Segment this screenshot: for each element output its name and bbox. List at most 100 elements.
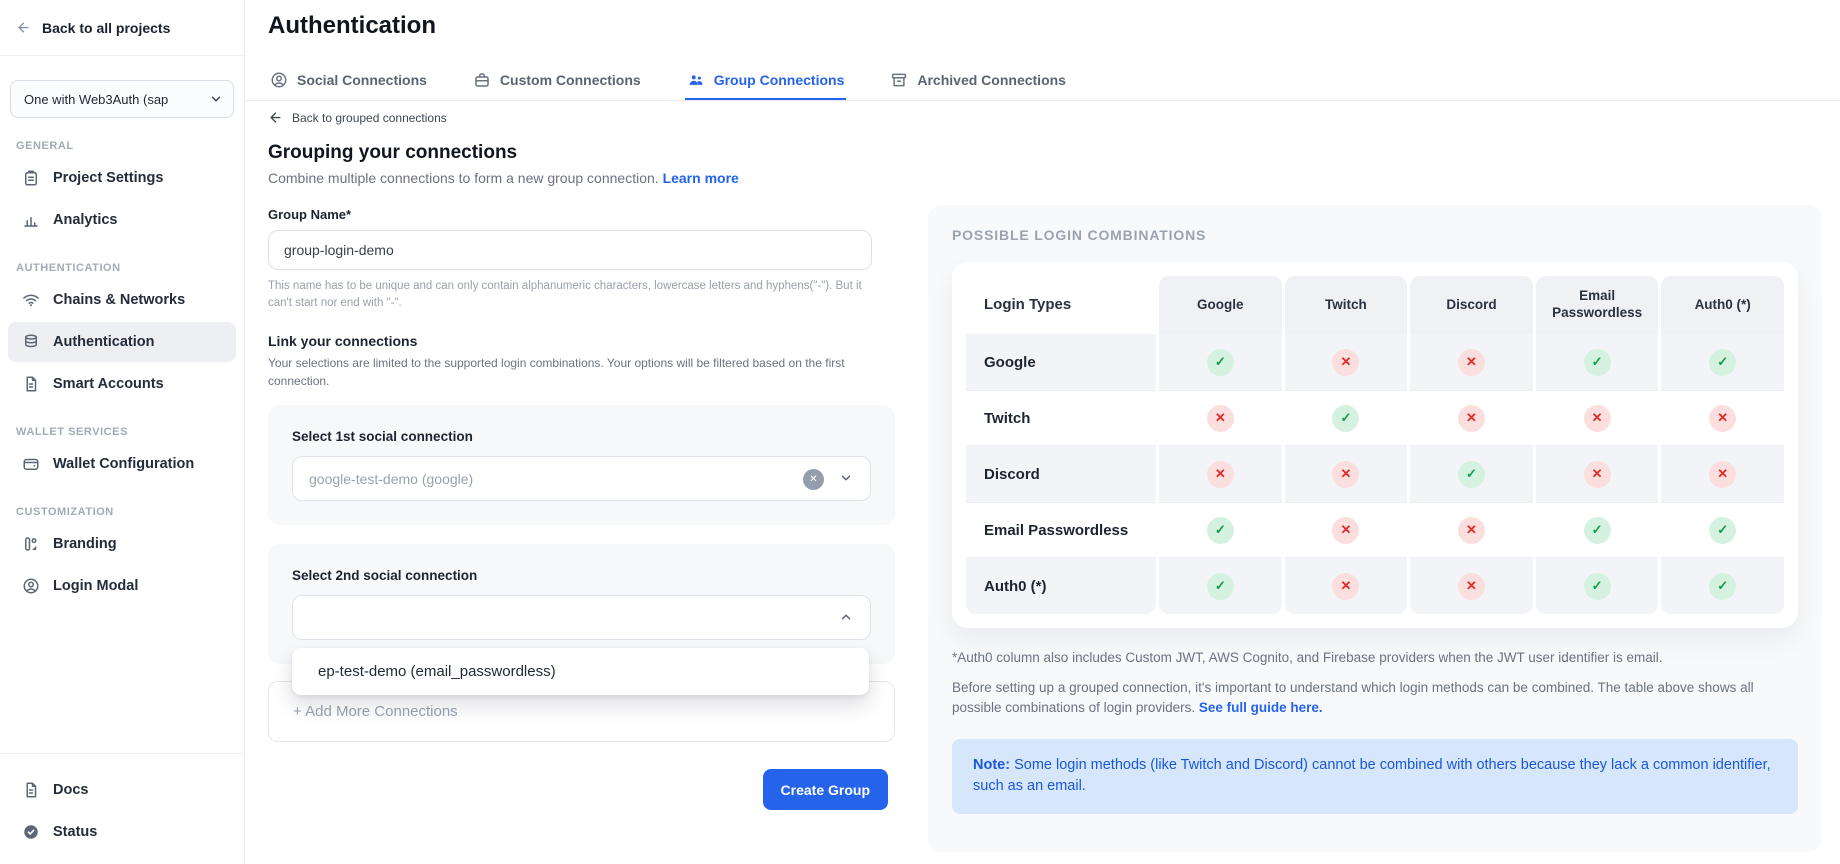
table-cell: ✕ — [1661, 446, 1784, 502]
sidebar-item-label: Login Modal — [53, 578, 139, 594]
group-name-input[interactable]: group-login-demo — [268, 230, 872, 270]
check-badge-icon: ✓ — [1457, 460, 1485, 488]
database-icon — [22, 333, 40, 351]
note-text: Some login methods (like Twitch and Disc… — [973, 756, 1771, 795]
file-icon — [22, 375, 40, 393]
cross-badge-icon: ✕ — [1709, 460, 1737, 488]
table-cell: ✓ — [1661, 558, 1784, 614]
clear-selection-button[interactable]: ✕ — [803, 469, 824, 491]
select-1st-label: Select 1st social connection — [292, 429, 473, 445]
tab-label: Social Connections — [297, 72, 427, 88]
check-badge-icon: ✓ — [1709, 348, 1737, 376]
tab-custom-connections[interactable]: Custom Connections — [471, 60, 643, 100]
table-row-label: Email Passwordless — [966, 502, 1156, 558]
select-2nd-label: Select 2nd social connection — [292, 568, 478, 584]
tab-archived-connections[interactable]: Archived Connections — [888, 60, 1068, 100]
sidebar-item-docs[interactable]: Docs — [8, 770, 236, 810]
clipboard-icon — [22, 169, 40, 187]
table-cell: ✕ — [1284, 446, 1408, 502]
cross-badge-icon: ✕ — [1457, 516, 1485, 544]
form-actions: Create Group — [268, 769, 895, 811]
table-column-header: Email Passwordless — [1535, 276, 1659, 334]
learn-more-link[interactable]: Learn more — [662, 170, 739, 186]
sidebar-item-analytics[interactable]: Analytics — [8, 200, 236, 240]
group-name-helper: This name has to be unique and can only … — [268, 280, 862, 309]
sidebar-section-label: WALLET SERVICES — [16, 426, 128, 438]
table-corner-header: Login Types — [966, 276, 1156, 334]
tab-label: Group Connections — [713, 72, 845, 88]
auth0-footnote: *Auth0 column also includes Custom JWT, … — [952, 650, 1663, 665]
table-cell: ✕ — [1410, 558, 1533, 614]
link-connections-title: Link your connections — [268, 333, 418, 350]
note-box: Note: Some login methods (like Twitch an… — [952, 738, 1798, 814]
arrow-left-icon — [16, 20, 31, 35]
user-circle-icon — [22, 577, 40, 595]
login-combinations-panel: POSSIBLE LOGIN COMBINATIONS Login Types G… — [928, 205, 1822, 852]
sidebar-item-status[interactable]: Status — [8, 812, 236, 852]
cross-badge-icon: ✕ — [1457, 348, 1485, 376]
check-badge-icon: ✓ — [1332, 404, 1360, 432]
sidebar-item-project-settings[interactable]: Project Settings — [8, 158, 236, 198]
sidebar-item-login-modal[interactable]: Login Modal — [8, 566, 236, 606]
table-cell: ✕ — [1284, 334, 1408, 390]
table-cell: ✓ — [1661, 334, 1784, 390]
full-guide-link[interactable]: See full guide here. — [1198, 700, 1323, 716]
table-cell: ✓ — [1159, 558, 1282, 614]
sidebar-item-branding[interactable]: Branding — [8, 524, 236, 564]
sidebar-item-label: Smart Accounts — [53, 376, 164, 392]
table-cell: ✕ — [1661, 390, 1784, 446]
second-connection-wrap: Select 2nd social connection ep-test-dem… — [268, 544, 895, 811]
project-selector[interactable]: One with Web3Auth (sap — [10, 80, 234, 118]
page-title: Authentication — [268, 12, 436, 39]
sidebar-item-label: Status — [53, 824, 98, 840]
sidebar-section-label: AUTHENTICATION — [16, 262, 121, 274]
note-label: Note: — [973, 756, 1011, 773]
create-group-button[interactable]: Create Group — [762, 769, 888, 811]
cross-badge-icon: ✕ — [1583, 404, 1611, 432]
first-connection-card: Select 1st social connection google-test… — [268, 405, 895, 526]
check-badge-icon: ✓ — [1709, 572, 1737, 600]
analytics-icon — [22, 211, 40, 229]
wallet-icon — [22, 455, 40, 473]
section-subheading: Combine multiple connections to form a n… — [268, 170, 895, 186]
cross-badge-icon: ✕ — [1332, 460, 1360, 488]
tab-social-connections[interactable]: Social Connections — [268, 60, 429, 100]
table-row-label: Twitch — [966, 390, 1156, 446]
cross-badge-icon: ✕ — [1332, 348, 1360, 376]
select-2nd-connection[interactable] — [292, 595, 871, 641]
sidebar-item-chains-networks[interactable]: Chains & Networks — [8, 280, 236, 320]
link-connections-description: Your selections are limited to the suppo… — [268, 356, 845, 388]
table-column-header: Twitch — [1284, 276, 1408, 334]
tab-label: Archived Connections — [917, 72, 1066, 88]
table-column-header: Discord — [1410, 276, 1533, 334]
sidebar-item-label: Project Settings — [53, 170, 164, 186]
cross-badge-icon: ✕ — [1206, 404, 1234, 432]
arrow-left-icon — [268, 110, 283, 125]
connection-dropdown: ep-test-demo (email_passwordless) — [292, 648, 869, 696]
check-badge-icon: ✓ — [1583, 572, 1611, 600]
table-row-label: Auth0 (*) — [966, 558, 1156, 614]
sidebar-item-smart-accounts[interactable]: Smart Accounts — [8, 364, 236, 404]
back-to-grouped-connections-link[interactable]: Back to grouped connections — [268, 110, 447, 125]
wifi-icon — [22, 291, 40, 309]
tab-group-connections[interactable]: Group Connections — [684, 60, 847, 100]
table-cell: ✓ — [1284, 390, 1408, 446]
add-more-label: + Add More Connections — [293, 703, 458, 721]
combinations-table: Login Types Google Twitch Discord Email Pass… — [966, 276, 1784, 614]
sidebar-item-label: Authentication — [53, 334, 155, 350]
sidebar-item-wallet-configuration[interactable]: Wallet Configuration — [8, 444, 236, 484]
table-cell: ✕ — [1410, 390, 1533, 446]
table-cell: ✓ — [1535, 558, 1659, 614]
toolbox-icon — [473, 71, 491, 89]
branding-icon — [22, 535, 40, 553]
status-check-icon — [22, 823, 40, 841]
grouping-form: Grouping your connections Combine multip… — [268, 142, 895, 811]
back-to-projects-link[interactable]: Back to all projects — [0, 0, 244, 56]
dropdown-option[interactable]: ep-test-demo (email_passwordless) — [318, 663, 556, 681]
sidebar-item-authentication[interactable]: Authentication — [8, 322, 236, 362]
sidebar-item-label: Wallet Configuration — [53, 456, 195, 472]
cross-badge-icon: ✕ — [1332, 572, 1360, 600]
select-1st-connection[interactable]: google-test-demo (google) ✕ — [292, 456, 871, 502]
table-cell: ✓ — [1159, 502, 1282, 558]
check-badge-icon: ✓ — [1709, 516, 1737, 544]
